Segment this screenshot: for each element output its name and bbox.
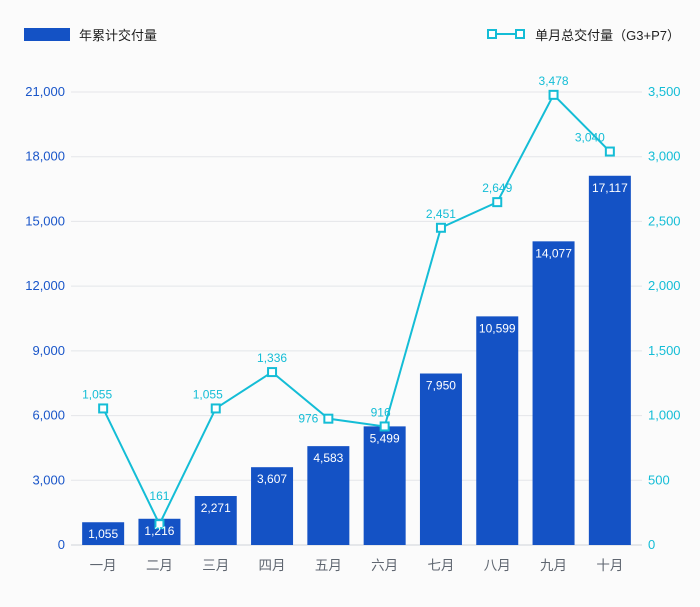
bar-value-label: 1,055 [88, 527, 118, 541]
legend-item-bar-series: 年累计交付量 [24, 25, 157, 44]
y-axis-left-tick-label: 21,000 [25, 84, 65, 99]
x-axis-label: 八月 [484, 558, 511, 573]
bar-value-label: 3,607 [257, 472, 287, 486]
x-axis-label: 七月 [427, 558, 454, 573]
y-axis-left-tick-label: 9,000 [32, 343, 65, 358]
x-axis-label: 四月 [259, 558, 286, 573]
line-point-marker [435, 222, 446, 233]
bar-value-label: 10,599 [479, 321, 516, 335]
y-axis-left-tick-label: 3,000 [32, 472, 65, 487]
line-point-label: 1,336 [257, 351, 287, 365]
line-point-marker [323, 413, 334, 424]
bar-value-label: 17,117 [592, 181, 628, 195]
bar [251, 467, 294, 545]
bar [82, 522, 125, 545]
y-axis-right-tick-label: 1,500 [648, 343, 681, 358]
bar-value-label: 7,950 [426, 379, 456, 393]
x-axis-label: 五月 [315, 558, 342, 573]
y-axis-right-tick-label: 0 [648, 537, 655, 552]
bar [363, 426, 406, 545]
line-point-marker [379, 421, 390, 432]
line-point-marker [604, 146, 615, 157]
bar-value-label: 2,271 [201, 501, 231, 515]
line-point-marker [98, 403, 109, 414]
line-point-label: 1,055 [193, 387, 223, 401]
line-point-marker [492, 197, 503, 208]
x-axis-label: 三月 [202, 558, 229, 573]
line-point-marker [548, 89, 559, 100]
line-point-marker [267, 367, 278, 378]
line-point-label: 161 [149, 489, 169, 503]
x-axis-label: 一月 [90, 558, 117, 573]
bar-value-label: 14,077 [535, 246, 572, 260]
y-axis-left-tick-label: 18,000 [25, 149, 65, 164]
y-axis-right-tick-label: 3,500 [648, 84, 681, 99]
x-axis-label: 十月 [596, 558, 623, 573]
bar [419, 373, 462, 545]
line-series-label: 单月总交付量（G3+P7） [535, 27, 680, 43]
bar-series-swatch-icon [24, 27, 70, 41]
bar-value-label: 5,499 [370, 431, 400, 445]
y-axis-right-tick-label: 2,500 [648, 213, 681, 228]
y-axis-right-tick-label: 1,000 [648, 408, 681, 423]
bar [532, 241, 575, 546]
x-axis-label: 九月 [540, 558, 567, 573]
delivery-line [102, 93, 611, 527]
bar-value-label: 1,216 [144, 524, 174, 538]
x-axis-label: 二月 [146, 558, 173, 573]
chart-legend: 年累计交付量 单月总交付量（G3+P7） [24, 22, 680, 46]
y-axis-right-tick-label: 500 [648, 472, 670, 487]
y-axis-left-tick-label: 6,000 [32, 408, 65, 423]
bar-series-label: 年累计交付量 [79, 27, 158, 43]
bar [588, 175, 631, 546]
y-axis-left-tick-label: 15,000 [25, 213, 65, 228]
line-point-label: 1,055 [82, 387, 112, 401]
y-axis-left-tick-label: 12,000 [25, 278, 65, 293]
y-axis-right-tick-label: 2,000 [648, 278, 681, 293]
bar [194, 496, 237, 545]
legend-item-line-series: 单月总交付量（G3+P7） [486, 25, 680, 44]
line-point-label: 3,478 [539, 74, 569, 88]
line-point-marker [210, 403, 221, 414]
line-point-label: 3,040 [575, 131, 605, 145]
line-point-label: 976 [298, 412, 318, 426]
bar [476, 316, 519, 545]
line-point-marker [154, 519, 165, 530]
y-axis-left-tick-label: 0 [58, 537, 65, 552]
x-axis-label: 六月 [371, 558, 398, 573]
line-series-marker-icon [487, 29, 526, 39]
line-point-label: 916 [371, 405, 391, 419]
line-point-label: 2,451 [426, 207, 456, 221]
bar [307, 446, 350, 545]
bar-value-label: 4,583 [313, 451, 343, 465]
line-point-label: 2,649 [482, 181, 512, 195]
y-axis-right-tick-label: 3,000 [648, 149, 681, 164]
